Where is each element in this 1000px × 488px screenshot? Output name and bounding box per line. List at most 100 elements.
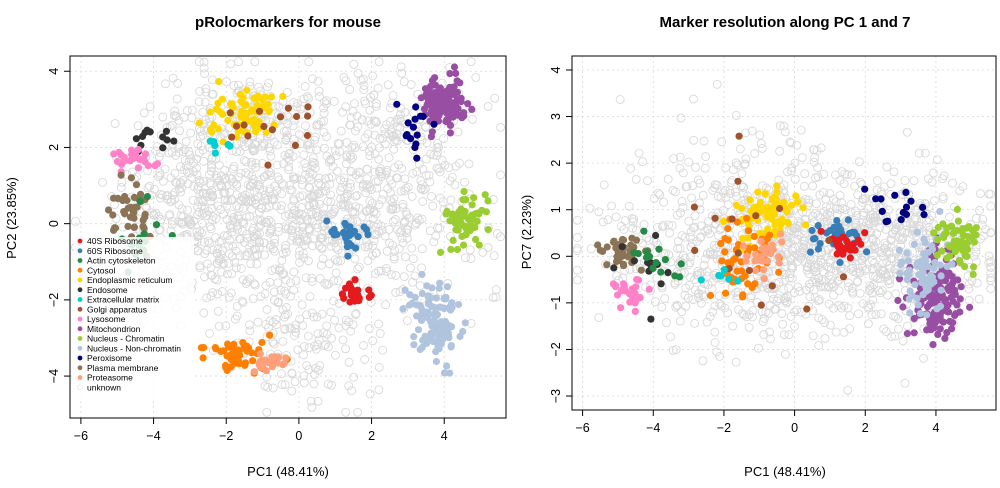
data-point bbox=[708, 307, 718, 317]
legend-marker bbox=[77, 365, 83, 371]
data-point bbox=[398, 199, 408, 209]
data-point bbox=[145, 181, 155, 191]
data-point bbox=[415, 281, 425, 291]
data-point bbox=[359, 81, 369, 91]
data-point bbox=[963, 232, 972, 240]
data-point bbox=[268, 383, 278, 393]
data-point bbox=[264, 78, 274, 88]
data-point bbox=[430, 89, 438, 97]
data-point bbox=[254, 92, 262, 100]
data-point bbox=[446, 369, 454, 377]
data-point bbox=[721, 235, 729, 243]
data-point bbox=[691, 162, 700, 172]
data-point bbox=[302, 235, 312, 245]
data-point bbox=[675, 163, 685, 173]
data-point bbox=[184, 168, 194, 178]
data-point bbox=[349, 140, 359, 150]
series-mitochondrion bbox=[417, 63, 476, 141]
data-point bbox=[811, 263, 820, 273]
data-point bbox=[884, 260, 894, 270]
data-point bbox=[891, 191, 899, 199]
data-point bbox=[833, 217, 841, 225]
data-point bbox=[297, 175, 307, 185]
data-point bbox=[986, 227, 996, 237]
series-peroxisome bbox=[861, 185, 928, 226]
data-point bbox=[245, 274, 255, 284]
data-point bbox=[630, 257, 639, 265]
series-extracellular-matrix bbox=[697, 266, 742, 285]
data-point bbox=[341, 102, 351, 112]
data-point bbox=[867, 310, 877, 320]
data-point bbox=[899, 303, 907, 311]
data-point bbox=[468, 105, 476, 113]
data-point bbox=[846, 199, 856, 209]
data-point bbox=[491, 292, 501, 302]
data-point bbox=[130, 193, 138, 201]
data-point bbox=[701, 152, 711, 162]
data-point bbox=[168, 73, 178, 83]
data-point bbox=[388, 91, 398, 101]
data-point bbox=[411, 218, 421, 228]
data-point bbox=[951, 248, 959, 256]
data-point bbox=[399, 305, 407, 313]
data-point bbox=[846, 254, 854, 262]
panel-right: Marker resolution along PC 1 and 7 PC1 (… bbox=[519, 14, 997, 479]
data-point bbox=[388, 240, 397, 250]
data-point bbox=[780, 349, 790, 359]
data-point bbox=[299, 342, 309, 351]
data-point bbox=[913, 262, 922, 270]
data-point bbox=[484, 226, 492, 234]
data-point bbox=[435, 328, 443, 337]
data-point bbox=[127, 174, 135, 182]
data-point bbox=[958, 227, 966, 235]
data-point bbox=[809, 157, 819, 167]
data-point bbox=[174, 115, 184, 125]
data-point bbox=[360, 223, 368, 231]
data-point bbox=[572, 246, 582, 256]
data-point bbox=[720, 217, 728, 225]
data-point bbox=[245, 211, 255, 221]
data-point bbox=[400, 186, 410, 196]
data-point bbox=[201, 84, 211, 94]
data-point bbox=[267, 93, 275, 101]
data-point bbox=[436, 279, 444, 287]
data-point bbox=[572, 243, 582, 253]
data-point bbox=[630, 249, 638, 257]
data-point bbox=[165, 122, 175, 132]
plot-frame-left bbox=[69, 55, 507, 419]
data-point bbox=[231, 246, 241, 256]
data-point bbox=[192, 170, 202, 180]
data-point bbox=[303, 331, 313, 341]
data-point bbox=[722, 289, 730, 297]
data-point bbox=[241, 279, 251, 289]
data-point bbox=[308, 216, 318, 226]
data-point bbox=[902, 127, 912, 137]
data-point bbox=[417, 180, 427, 190]
data-point bbox=[440, 101, 448, 110]
data-point bbox=[850, 181, 860, 191]
data-point bbox=[812, 199, 821, 209]
data-point bbox=[627, 213, 637, 223]
legend-marker bbox=[77, 258, 83, 263]
data-point bbox=[920, 148, 930, 158]
data-point bbox=[984, 189, 994, 199]
data-point bbox=[245, 326, 255, 336]
data-point bbox=[449, 236, 457, 244]
data-point bbox=[391, 204, 401, 213]
data-point bbox=[437, 92, 445, 100]
data-point bbox=[374, 362, 384, 372]
data-point bbox=[365, 293, 373, 301]
data-point bbox=[193, 184, 203, 194]
data-point bbox=[757, 301, 765, 309]
data-point bbox=[239, 219, 249, 228]
data-point bbox=[735, 132, 743, 140]
data-point bbox=[694, 293, 704, 303]
data-point bbox=[207, 271, 217, 280]
data-point bbox=[236, 351, 244, 359]
data-point bbox=[961, 252, 969, 260]
data-point bbox=[281, 275, 291, 285]
data-point bbox=[488, 293, 498, 303]
data-point bbox=[417, 112, 425, 120]
data-point bbox=[200, 97, 210, 107]
data-point bbox=[321, 186, 331, 196]
